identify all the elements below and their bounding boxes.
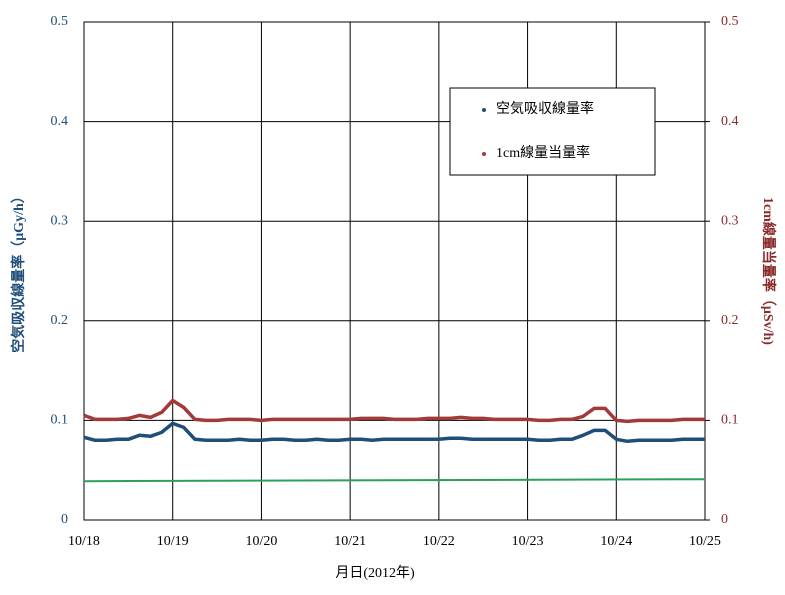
x-tick-label: 10/21 bbox=[334, 534, 366, 549]
x-axis-label: 月日(2012年) bbox=[335, 565, 415, 581]
y2-tick-label: 0.5 bbox=[721, 14, 739, 29]
x-tick-label: 10/24 bbox=[600, 534, 632, 549]
y-tick-label: 0.1 bbox=[51, 413, 69, 428]
legend-label: 1cm線量当量率 bbox=[496, 144, 590, 161]
series-line bbox=[83, 421, 705, 444]
y2-axis-label: 1cm線量当量率（μSv/h) bbox=[760, 197, 777, 345]
x-tick-label: 10/19 bbox=[157, 534, 189, 549]
y-tick-label: 0 bbox=[61, 512, 68, 527]
x-tick-label: 10/20 bbox=[245, 534, 277, 549]
legend-label: 空気吸収線量率 bbox=[496, 100, 594, 117]
x-tick-label: 10/22 bbox=[423, 534, 455, 549]
legend-marker bbox=[482, 152, 486, 156]
series-line bbox=[83, 398, 705, 424]
y-axis-label: 空気吸収線量率（μGy/h） bbox=[10, 189, 27, 353]
legend-marker bbox=[482, 108, 486, 112]
series-line bbox=[83, 478, 706, 483]
y-tick-label: 0.2 bbox=[51, 313, 69, 328]
y2-tick-label: 0 bbox=[721, 512, 728, 527]
y2-tick-label: 0.3 bbox=[721, 213, 739, 228]
x-tick-label: 10/23 bbox=[512, 534, 544, 549]
y-tick-label: 0.3 bbox=[51, 213, 69, 228]
legend-box bbox=[449, 87, 656, 176]
y2-tick-label: 0.4 bbox=[721, 114, 739, 129]
x-tick-label: 10/18 bbox=[68, 534, 100, 549]
y2-tick-label: 0.2 bbox=[721, 313, 739, 328]
y-tick-label: 0.4 bbox=[51, 114, 69, 129]
y-tick-label: 0.5 bbox=[51, 14, 69, 29]
y2-tick-label: 0.1 bbox=[721, 413, 739, 428]
x-tick-label: 10/25 bbox=[689, 534, 721, 549]
